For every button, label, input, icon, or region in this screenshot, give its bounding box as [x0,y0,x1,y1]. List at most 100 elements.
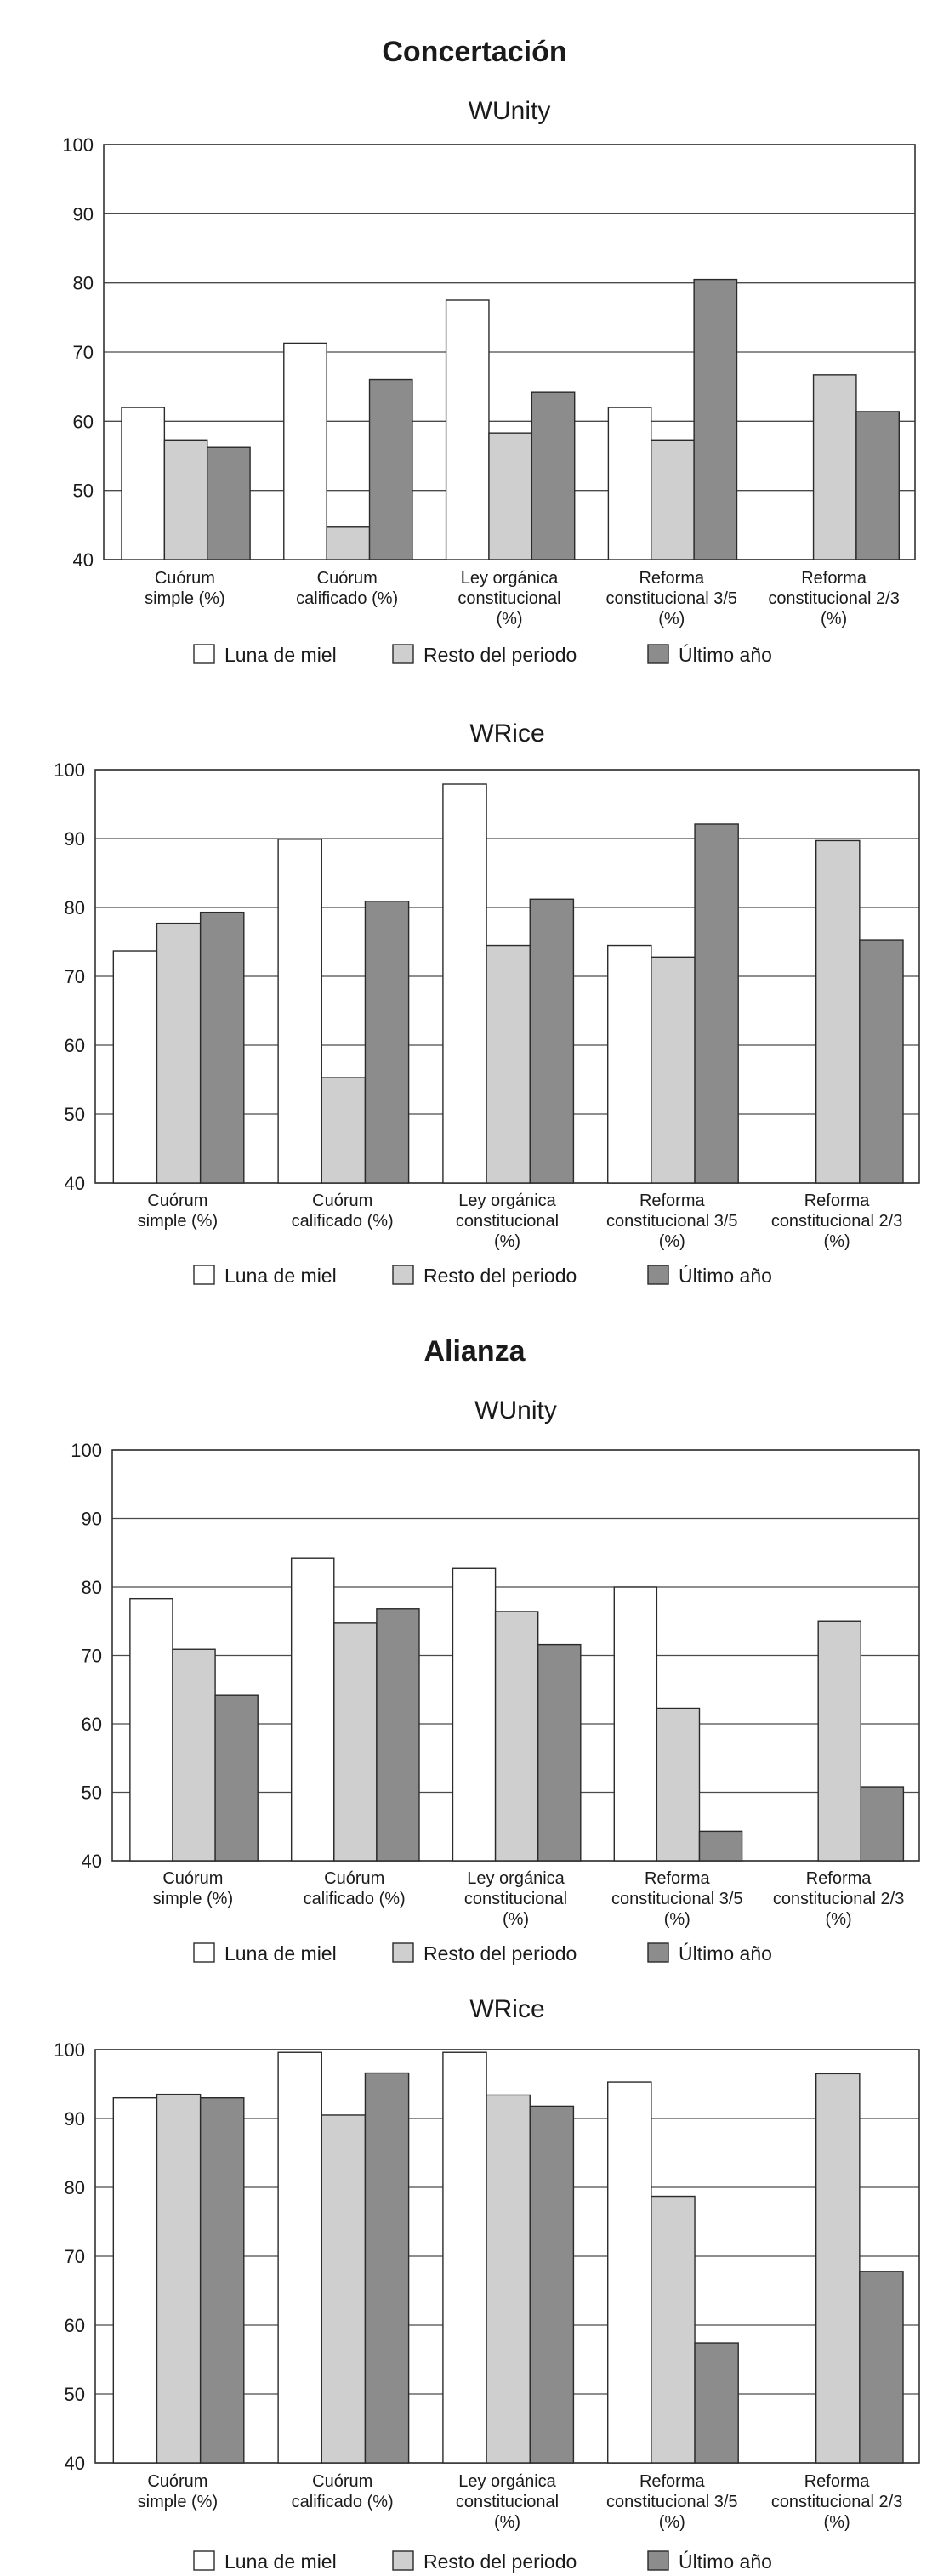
bar-s2-c1-series3-cat3 [537,1643,582,1862]
bar-s1-c2-series2-cat2 [321,1077,367,1184]
category-label-s1-c1-4-2: constitucional 3/5 [606,589,738,608]
chart-s1-c2: WRice 40 50 60 70 80 90 100 Cuórum simple (%) Cuór… [54,719,920,1287]
bar-s2-c2-series1-cat3 [442,2051,487,2464]
bar-s1-c1-series1-cat4 [607,407,652,560]
category-label-s1-c1-5-3: (%) [821,610,847,628]
bar-s2-c2-series2-cat1 [156,2093,202,2464]
category-label-s1-c2-3-3: (%) [494,1232,520,1251]
category-label-s1-c2-5-3: (%) [824,1232,850,1251]
category-label-s2-c1-2-2: calificado (%) [304,1890,406,1908]
category-label-s1-c1-3-1: Ley orgánica [461,569,559,588]
category-label-s2-c1-1-2: simple (%) [153,1890,233,1908]
y-tick-label-40: 40 [82,1851,102,1872]
category-label-s1-c2-4-2: constitucional 3/5 [606,1212,738,1231]
y-tick-label-90: 90 [73,203,94,225]
bar-s2-c1-series3-cat1 [214,1694,259,1862]
category-label-s1-c1-1-2: simple (%) [145,589,224,608]
bar-s2-c2-series2-cat5 [815,2073,861,2464]
category-label-s2-c1-4-3: (%) [664,1910,690,1929]
bar-s2-c1-series1-cat3 [452,1567,497,1862]
bar-s1-c1-series3-cat3 [531,391,576,560]
legend-label-s2-c1-1: Luna de miel [224,1942,337,1965]
y-tick-label-40: 40 [65,1173,85,1194]
bar-s1-c2-series1-cat4 [607,944,652,1184]
legend-swatch-s2-c2-2 [392,2550,414,2571]
legend-swatch-s1-c2-3 [647,1265,669,1285]
y-tick-label-60: 60 [65,1035,85,1056]
legend-swatch-s2-c1-1 [193,1942,215,1963]
legend-swatch-s1-c2-1 [193,1265,215,1285]
legend-label-s2-c1-2: Resto del periodo [423,1942,577,1965]
legend-label-s2-c2-2: Resto del periodo [423,2550,577,2573]
category-label-s1-c1-2-1: Cuórum [317,569,378,588]
bar-s2-c2-series2-cat2 [321,2114,367,2464]
bar-s2-c2-series2-cat3 [486,2094,531,2464]
bar-s1-c2-series1-cat1 [112,950,158,1184]
legend-label-s1-c1-1: Luna de miel [224,644,337,666]
legend-label-s1-c2-1: Luna de miel [224,1265,337,1287]
legend-label-s2-c1-3: Último año [679,1942,772,1965]
bar-s2-c1-series2-cat3 [494,1611,539,1862]
bar-s2-c1-series3-cat5 [860,1786,905,1862]
legend-swatch-s2-c2-3 [647,2550,669,2571]
category-label-s2-c1-5-3: (%) [826,1910,852,1929]
bar-s2-c1-series2-cat2 [333,1622,378,1862]
bar-s1-c1-series1-cat2 [283,342,327,560]
category-label-s2-c2-3-1: Ley orgánica [458,2472,556,2491]
category-label-s1-c2-2-1: Cuórum [312,1191,372,1210]
legend-swatch-s1-c2-2 [392,1265,414,1285]
category-label-s1-c2-1-2: simple (%) [138,1212,218,1231]
category-label-s2-c2-2-2: calificado (%) [292,2493,394,2511]
legend-swatch-s2-c1-3 [647,1942,669,1963]
category-label-s1-c2-1-1: Cuórum [147,1191,207,1210]
bar-s2-c1-series2-cat5 [817,1620,861,1862]
category-label-s2-c1-3-1: Ley orgánica [467,1869,565,1888]
y-tick-label-70: 70 [65,966,85,987]
category-label-s1-c1-1-1: Cuórum [155,569,215,588]
chart-title-s1-c2: WRice [469,719,544,748]
bar-s1-c2-series3-cat2 [364,901,410,1184]
bar-s2-c2-series3-cat5 [859,2271,904,2464]
chart-s2-c1: WUnity 40 50 60 70 80 90 100 Cuórum simple (%) Cuó… [71,1396,920,1965]
y-tick-label-100: 100 [71,1440,102,1461]
bar-s1-c2-series1-cat3 [442,783,487,1184]
y-tick-label-90: 90 [82,1509,102,1530]
category-label-s1-c1-4-1: Reforma [639,569,705,588]
y-tick-label-80: 80 [65,2177,85,2198]
bar-s2-c1-series2-cat1 [172,1648,216,1862]
bar-s2-c1-series1-cat2 [290,1557,335,1862]
legend-label-s1-c1-2: Resto del periodo [423,644,577,666]
category-label-s2-c1-3-2: constitucional [464,1890,567,1908]
category-label-s1-c2-3-1: Ley orgánica [458,1191,556,1210]
bar-s1-c1-series2-cat4 [651,439,695,560]
category-label-s1-c1-3-2: constitucional [457,589,560,608]
bar-s1-c1-series1-cat3 [445,299,490,560]
bar-s1-c1-series3-cat5 [855,411,901,560]
category-label-s2-c2-1-1: Cuórum [147,2472,207,2491]
section-title-2: Alianza [423,1335,526,1368]
y-tick-label-100: 100 [54,2039,85,2061]
bar-s2-c2-series2-cat4 [651,2195,696,2464]
legend-label-s1-c2-3: Último año [679,1265,772,1287]
bar-s1-c2-series3-cat4 [694,823,739,1184]
y-tick-label-60: 60 [65,2315,85,2336]
category-label-s2-c1-4-1: Reforma [645,1869,711,1888]
bar-s2-c2-series3-cat2 [364,2072,410,2464]
y-tick-label-90: 90 [65,2108,85,2130]
bar-s2-c2-series3-cat3 [529,2105,575,2464]
chart-s2-c2: WRice 40 50 60 70 80 90 100 Cuórum simple (%) Cuór… [54,1995,920,2573]
bar-s1-c1-series1-cat1 [121,407,166,560]
legend-label-s2-c2-1: Luna de miel [224,2550,337,2573]
bar-s2-c2-series3-cat4 [694,2342,739,2464]
bar-s1-c2-series2-cat5 [815,839,861,1184]
category-label-s1-c1-5-1: Reforma [801,569,867,588]
bar-s1-c2-series2-cat4 [651,956,696,1184]
y-tick-label-40: 40 [73,549,94,571]
legend-swatch-s1-c1-1 [193,644,215,664]
bar-s1-c2-series3-cat1 [199,911,245,1184]
legend-swatch-s1-c1-2 [392,644,414,664]
bar-s1-c1-series3-cat4 [693,278,738,560]
category-label-s1-c1-5-2: constitucional 2/3 [768,589,900,608]
